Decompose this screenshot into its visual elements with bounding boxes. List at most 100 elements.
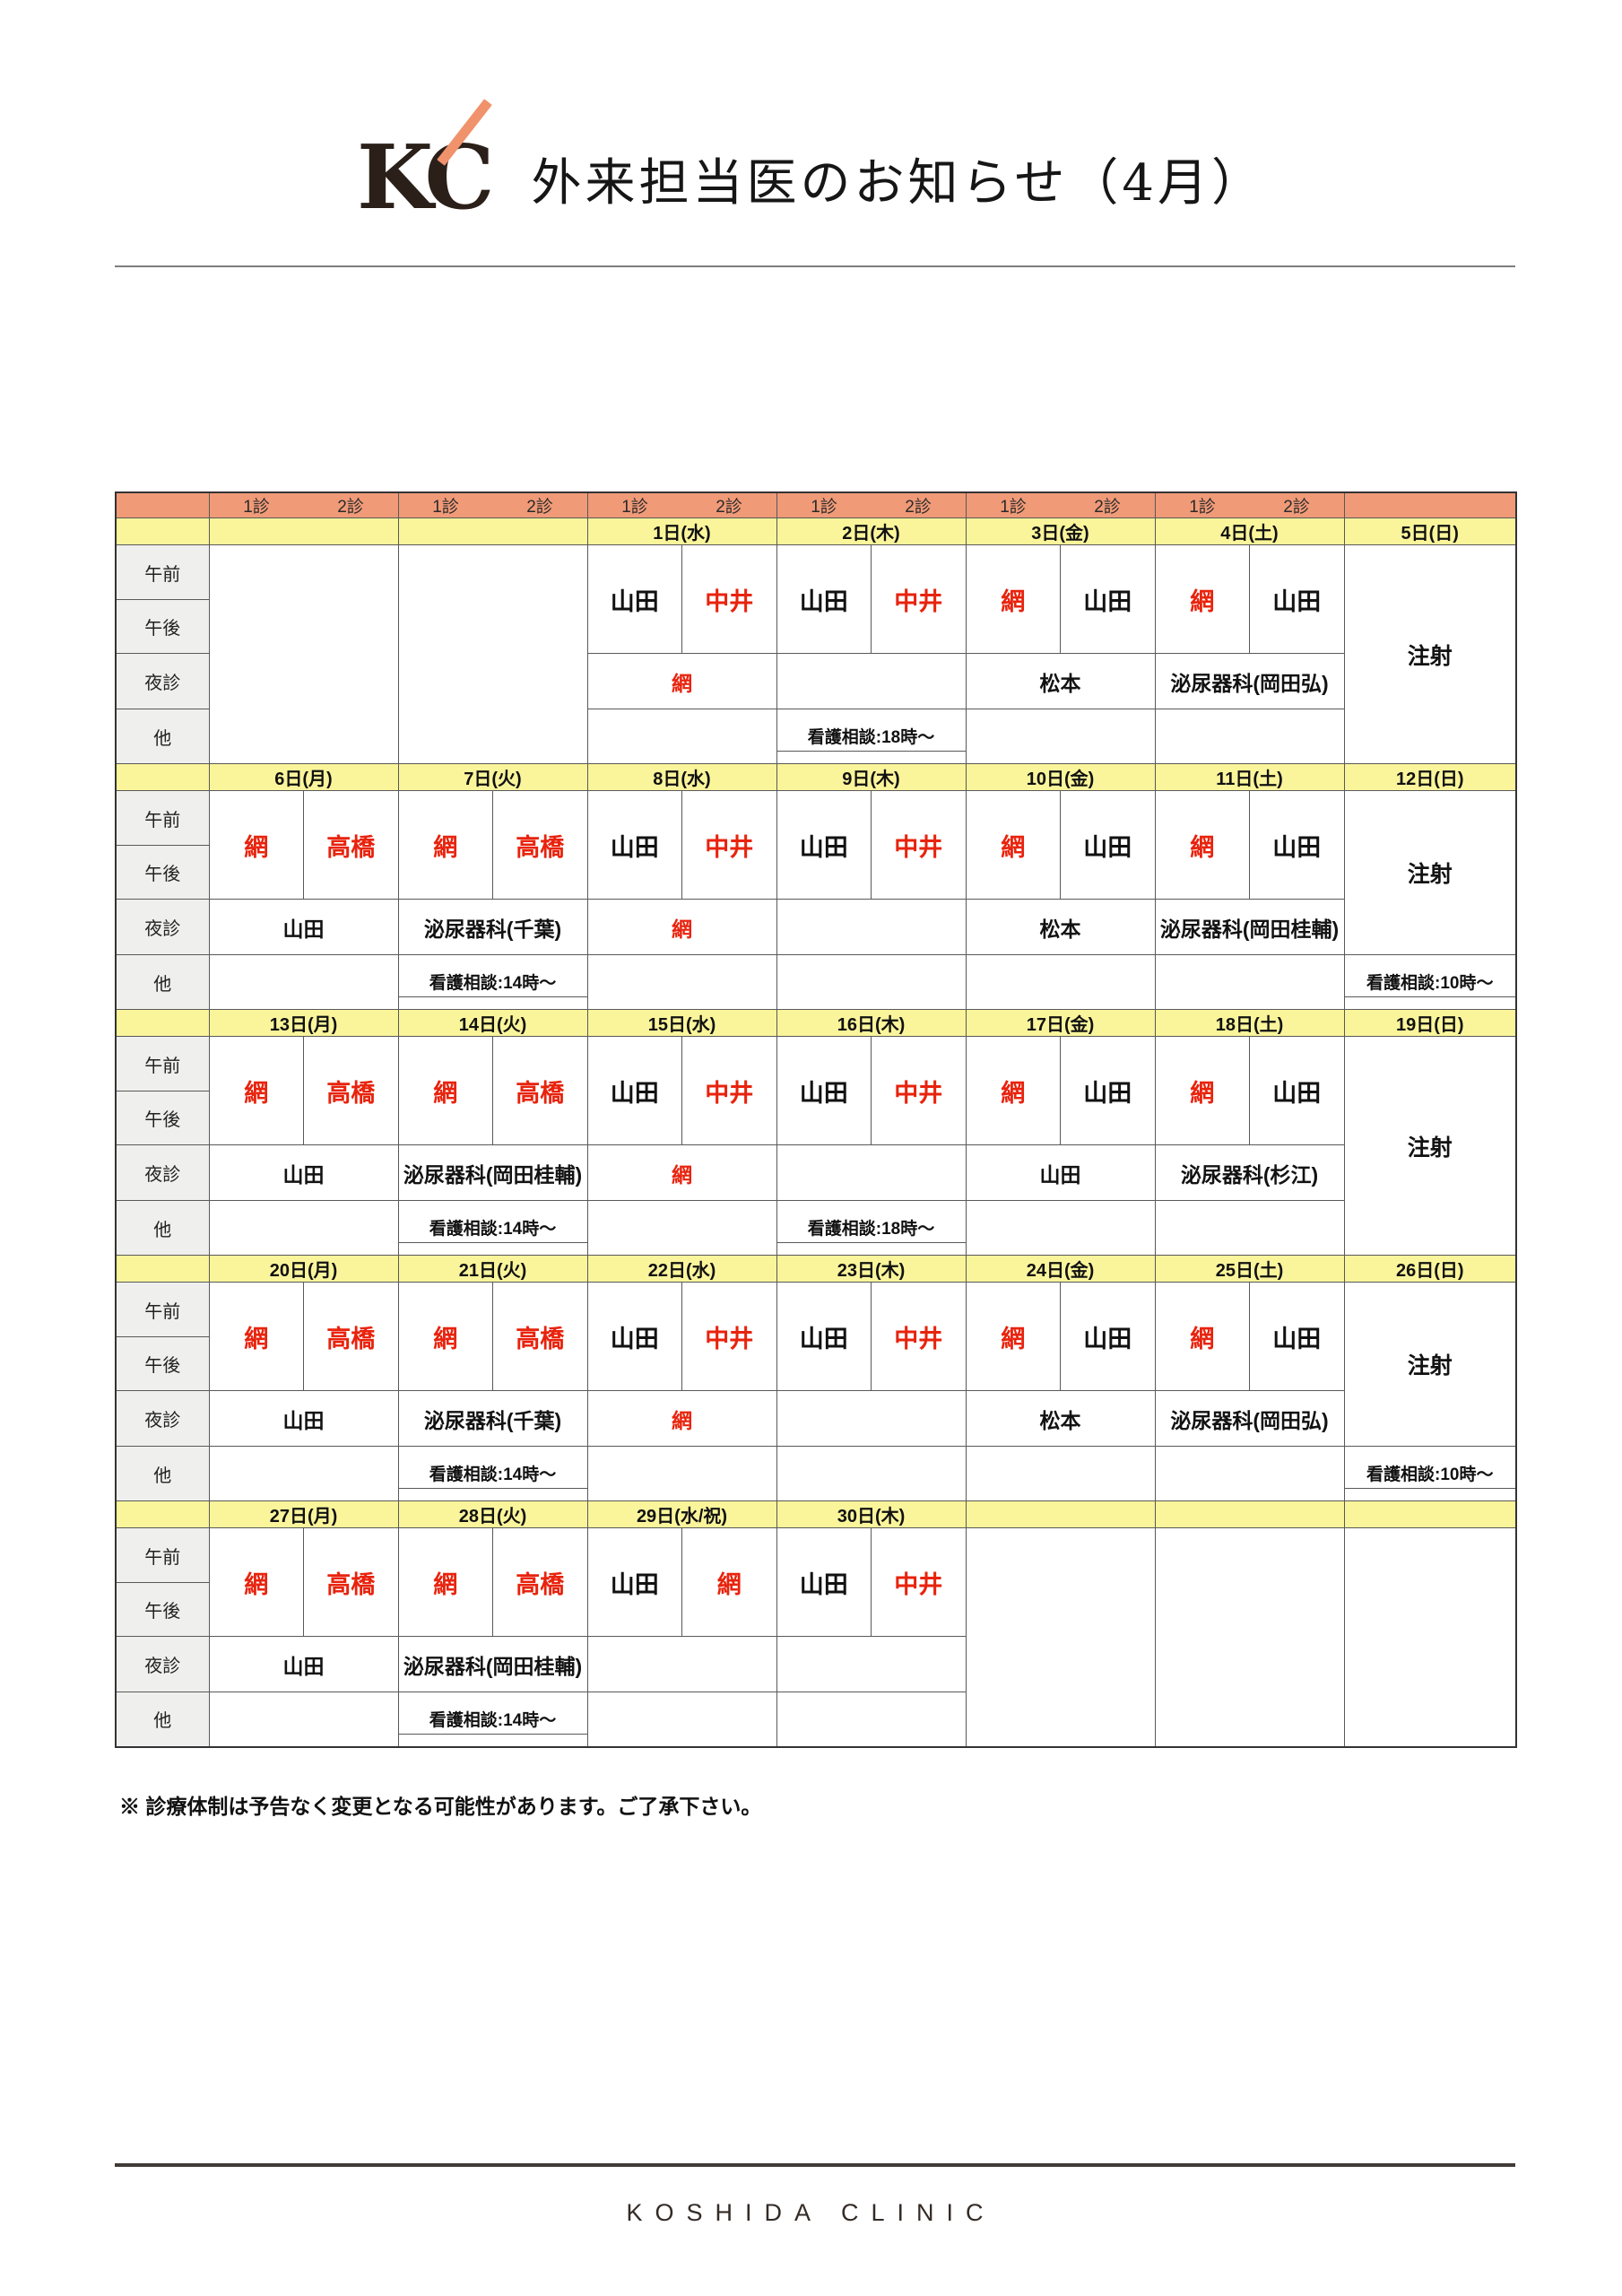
- night-cell: 泌尿器科(杉江): [1154, 1144, 1345, 1201]
- doctor-cell: 網: [397, 1036, 493, 1145]
- date-row-spacer: [115, 1009, 210, 1037]
- schedule-body: 1診 2診 1診 2診 1診 2診 1診 2診 1診 2診 1診 2診 1日(水) 2日(木) 3日(金) 4…: [115, 491, 1517, 1747]
- night-cell: 松本: [965, 653, 1156, 709]
- date-cell: 6日(月): [208, 763, 399, 791]
- date-cell-sunday: 12日(日): [1343, 763, 1517, 791]
- doctor-cell: 中井: [681, 1036, 777, 1145]
- masthead: KC 外来担当医のお知らせ（4月）: [0, 99, 1622, 222]
- night-cell: 泌尿器科(千葉): [397, 899, 588, 955]
- date-cell: 13日(月): [208, 1009, 399, 1037]
- exam-label: 1診: [811, 498, 837, 517]
- doctor-cell: 網: [681, 1527, 777, 1637]
- doctor-cell: 山田: [1060, 790, 1156, 900]
- date-cell: 14日(火): [397, 1009, 588, 1037]
- night-cell: 網: [586, 899, 777, 955]
- date-cell: 24日(金): [965, 1255, 1156, 1283]
- doctor-cell: 山田: [1249, 1036, 1345, 1145]
- nurse-consult-note: 看護相談:14時～: [399, 1458, 586, 1489]
- date-cell: 16日(木): [776, 1009, 967, 1037]
- doctor-cell: 網: [965, 1282, 1061, 1391]
- doctor-cell: 山田: [776, 1036, 872, 1145]
- exam-header-sunday: [1343, 491, 1517, 518]
- row-label-other: 他: [115, 709, 210, 764]
- row-label-night: 夜診: [115, 1636, 210, 1692]
- clinic-logo: KC: [357, 99, 494, 222]
- doctor-cell: 山田: [776, 1282, 872, 1391]
- night-cell: [586, 1636, 777, 1692]
- row-label-pm: 午後: [115, 1582, 210, 1637]
- date-cell: 22日(水): [586, 1255, 777, 1283]
- doctor-cell: 山田: [1249, 544, 1345, 654]
- other-cell: [586, 709, 777, 764]
- night-cell: 網: [586, 1144, 777, 1201]
- footer-divider: [115, 2163, 1515, 2167]
- doctor-cell: 高橋: [492, 1282, 588, 1391]
- exam-label: 1診: [1189, 498, 1216, 517]
- date-cell: 29日(水/祝): [586, 1500, 777, 1528]
- doctor-cell: 山田: [586, 1527, 682, 1637]
- other-cell: [965, 1200, 1156, 1256]
- date-cell: 21日(火): [397, 1255, 588, 1283]
- row-label-pm: 午後: [115, 845, 210, 900]
- night-cell: [776, 653, 967, 709]
- night-cell: 泌尿器科(岡田弘): [1154, 1390, 1345, 1447]
- injection-cell: 注射: [1343, 1036, 1517, 1256]
- doctor-cell: 中井: [681, 544, 777, 654]
- row-label-other: 他: [115, 954, 210, 1010]
- exam-header: 1診 2診: [776, 491, 967, 518]
- doctor-cell: 山田: [1249, 790, 1345, 900]
- night-cell: 泌尿器科(岡田弘): [1154, 653, 1345, 709]
- night-cell: 山田: [208, 899, 399, 955]
- night-cell: 松本: [965, 1390, 1156, 1447]
- empty-day-cell: [397, 544, 588, 764]
- doctor-cell: 山田: [776, 790, 872, 900]
- date-cell-sunday: 19日(日): [1343, 1009, 1517, 1037]
- other-cell: [1154, 709, 1345, 764]
- doctor-cell: 網: [208, 790, 304, 900]
- date-cell: [208, 517, 399, 545]
- other-cell: [776, 1692, 967, 1747]
- exam-header: 1診 2診: [965, 491, 1156, 518]
- other-cell: [586, 1446, 777, 1501]
- row-label-night: 夜診: [115, 653, 210, 709]
- doctor-cell: 高橋: [303, 1527, 399, 1637]
- date-cell: 27日(月): [208, 1500, 399, 1528]
- night-cell: 山田: [965, 1144, 1156, 1201]
- other-cell: 看護相談:14時～: [397, 1692, 588, 1747]
- doctor-cell: 網: [1154, 544, 1250, 654]
- other-cell: 看護相談:14時～: [397, 954, 588, 1010]
- doctor-cell: 網: [1154, 1036, 1250, 1145]
- exam-label: 1診: [432, 498, 459, 517]
- injection-cell: 注射: [1343, 544, 1517, 764]
- doctor-cell: 山田: [1060, 1282, 1156, 1391]
- row-label-other: 他: [115, 1692, 210, 1747]
- row-label-night: 夜診: [115, 1390, 210, 1447]
- night-cell: 山田: [208, 1636, 399, 1692]
- doctor-cell: 網: [1154, 790, 1250, 900]
- row-label-am: 午前: [115, 1036, 210, 1091]
- nurse-consult-note: 看護相談:14時～: [399, 967, 586, 997]
- exam-row-corner: [115, 491, 210, 518]
- date-cell: 8日(水): [586, 763, 777, 791]
- exam-label: 2診: [716, 498, 742, 517]
- date-cell: 18日(土): [1154, 1009, 1345, 1037]
- row-label-am: 午前: [115, 1282, 210, 1337]
- date-cell: [1154, 1500, 1345, 1528]
- doctor-cell: 中井: [871, 1282, 967, 1391]
- other-cell: [208, 1446, 399, 1501]
- doctor-cell: 山田: [1249, 1282, 1345, 1391]
- date-cell: 3日(金): [965, 517, 1156, 545]
- date-cell-sunday: 5日(日): [1343, 517, 1517, 545]
- footer-wordmark: KOSHIDA CLINIC: [626, 2199, 996, 2226]
- doctor-cell: 山田: [586, 1036, 682, 1145]
- doctor-cell: 中井: [871, 790, 967, 900]
- clinic-logo-text: KC: [356, 126, 495, 230]
- night-cell: 泌尿器科(岡田桂輔): [1154, 899, 1345, 955]
- doctor-cell: 山田: [586, 790, 682, 900]
- doctor-cell: 山田: [776, 1527, 872, 1637]
- night-cell: [776, 1636, 967, 1692]
- date-cell-sunday: [1343, 1500, 1517, 1528]
- other-cell: [586, 1200, 777, 1256]
- other-cell: 看護相談:18時～: [776, 1200, 967, 1256]
- exam-label: 2診: [526, 498, 553, 517]
